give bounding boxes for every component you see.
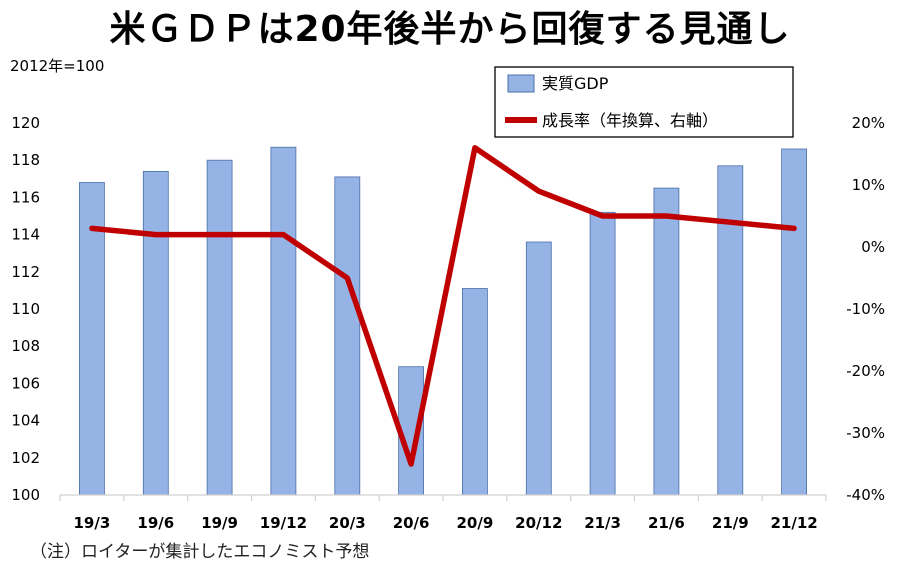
line-layer — [89, 145, 797, 467]
legend-label-real-gdp: 実質GDP — [542, 74, 609, 93]
bar-20-3 — [334, 176, 361, 496]
bar-21-6 — [653, 187, 680, 496]
bar-19-12 — [270, 146, 297, 496]
x-category-label: 19/3 — [74, 514, 111, 532]
y-right-tick-label: -20% — [846, 362, 885, 380]
y-left-tick-label: 110 — [11, 300, 40, 318]
y-right-tick-label: 20% — [852, 114, 885, 132]
bar-21-3 — [589, 211, 616, 496]
bar-20-9 — [461, 288, 488, 496]
y-left-tick-label: 120 — [11, 114, 40, 132]
legend-label-growth-rate: 成長率（年換算、右軸） — [542, 111, 718, 130]
y-left-tick-label: 108 — [11, 337, 40, 355]
x-category-label: 21/3 — [584, 514, 621, 532]
y-left-tick-label: 102 — [11, 449, 40, 467]
y-left-tick-label: 114 — [11, 226, 40, 244]
x-category-label: 21/9 — [712, 514, 749, 532]
y-right-tick-label: 10% — [852, 176, 885, 194]
ticks-layer: 100 102 104 106 108 110 112 114 116 118 120 -40% -30… — [11, 114, 885, 532]
x-category-label: 20/12 — [515, 514, 562, 532]
bars-layer — [79, 146, 807, 496]
bar-19-3 — [79, 182, 105, 496]
x-category-label: 19/6 — [137, 514, 174, 532]
legend: 実質GDP 成長率（年換算、右軸） — [494, 66, 794, 138]
y-left-tick-label: 104 — [11, 412, 40, 430]
bar-21-12 — [781, 148, 807, 496]
base-year-note: 2012年=100 — [10, 57, 105, 75]
x-category-label: 20/3 — [329, 514, 366, 532]
legend-bar-swatch — [507, 74, 535, 93]
y-right-tick-label: -30% — [846, 424, 885, 442]
growth-rate-line — [89, 145, 797, 467]
bar-19-6 — [142, 170, 169, 496]
bar-21-9 — [717, 165, 744, 496]
bar-20-12 — [525, 241, 552, 496]
x-category-label: 19/9 — [201, 514, 238, 532]
y-right-tick-label: -40% — [846, 486, 885, 504]
y-left-tick-label: 118 — [11, 151, 40, 169]
y-left-tick-label: 112 — [11, 263, 40, 281]
legend-box — [494, 66, 794, 138]
page-title: 米ＧＤＰは20年後半から回復する見通し — [109, 9, 791, 50]
x-category-label: 20/9 — [457, 514, 494, 532]
x-category-label: 21/6 — [648, 514, 685, 532]
y-left-tick-label: 100 — [11, 486, 40, 504]
footnote: （注）ロイターが集計したエコノミスト予想 — [30, 542, 370, 562]
y-right-tick-label: -10% — [846, 300, 885, 318]
x-category-label: 21/12 — [770, 514, 817, 532]
y-left-tick-label: 116 — [11, 188, 40, 206]
bar-19-9 — [206, 159, 233, 496]
x-category-label: 19/12 — [260, 514, 307, 532]
y-left-tick-label: 106 — [11, 374, 40, 392]
x-category-label: 20/6 — [393, 514, 430, 532]
y-right-tick-label: 0% — [861, 238, 885, 256]
axis-layer — [59, 494, 827, 501]
